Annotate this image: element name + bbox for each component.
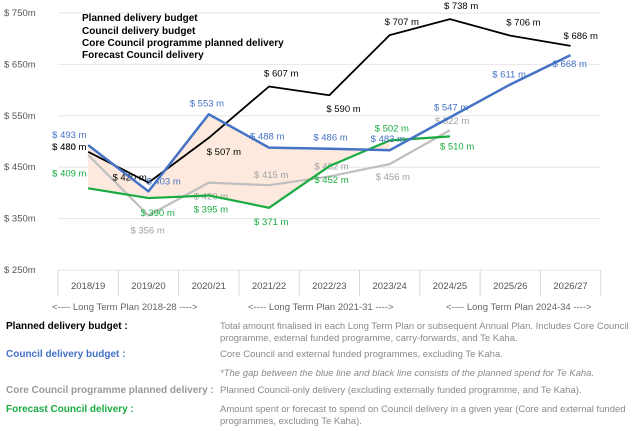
data-label-forecast: $ 395 m (194, 204, 228, 215)
data-label-council: $ 403 m (146, 176, 180, 187)
data-label-forecast: $ 452 m (314, 175, 348, 186)
x-tick-label: 2025/26 (493, 281, 527, 292)
data-label-forecast: $ 371 m (254, 217, 288, 228)
data-label-forecast: $ 510 m (440, 141, 474, 152)
legend-core: Core Council programme planned delivery (82, 38, 284, 49)
definition-desc: Core Council and external funded program… (220, 349, 503, 360)
data-label-forecast: $ 502 m (375, 123, 409, 134)
series-core: $ 474 m $ 356 m $ 420 m $ 415 m $ 432 m $ 456… (52, 116, 469, 236)
line-forecast (87, 135, 451, 209)
data-label-core: $ 432 m (314, 161, 348, 172)
data-label-council: $ 483 m (371, 134, 405, 145)
data-label-core: $ 474 m (52, 142, 86, 153)
data-label-core: $ 356 m (130, 226, 164, 237)
x-tick-label: 2026/27 (553, 281, 587, 292)
data-label-planned: $ 507 m (207, 147, 241, 158)
series-layer: $ 474 m $ 356 m $ 420 m $ 415 m $ 432 m $ 456… (52, 1, 598, 236)
line-chart: $ 250m $ 350m $ 450m $ 550m $ 650m $ 750m 201… (4, 1, 602, 296)
y-tick-label: $ 750m (4, 8, 36, 19)
x-tick-label: 2023/24 (372, 281, 406, 292)
data-label-core: $ 415 m (254, 170, 288, 181)
plan-label-2021-31: <---- Long Term Plan 2021-31 ----> (248, 302, 394, 313)
definition-term: Forecast Council delivery : (6, 404, 134, 415)
x-tick-label: 2021/22 (252, 281, 286, 292)
data-label-planned: $ 686 m (564, 31, 598, 42)
plan-label-2024-34: <---- Long Term Plan 2024-34 ----> (446, 302, 592, 313)
definition-term: Planned delivery budget : (6, 321, 128, 332)
definition-term: Core Council programme planned delivery … (6, 385, 214, 396)
y-tick-label: $ 350m (4, 214, 36, 225)
data-label-planned: $ 607 m (264, 69, 298, 80)
legend-forecast: Forecast Council delivery (82, 50, 204, 61)
y-tick-label: $ 650m (4, 59, 36, 70)
te-kaha-gap-area (88, 114, 390, 208)
data-label-core: $ 522 m (435, 116, 469, 127)
gap-note: *The gap between the blue line and black… (220, 368, 595, 379)
data-label-council: $ 611 m (492, 69, 526, 80)
x-tick-label: 2022/23 (312, 281, 346, 292)
data-label-council: $ 486 m (313, 133, 347, 144)
plan-label-2018-28: <---- Long Term Plan 2018-28 ----> (52, 302, 198, 313)
data-label-council: $ 493 m (52, 130, 86, 141)
data-label-core: $ 456 m (376, 172, 410, 183)
x-tick-label: 2024/25 (433, 281, 467, 292)
definition-desc: Total amount finalised in each Long Term… (220, 321, 629, 344)
line-council (87, 54, 572, 193)
data-label-council: $ 668 m (553, 59, 587, 70)
series-forecast: $ 409 m $ 390 m $ 395 m $ 371 m $ 452 m $ 502… (52, 123, 474, 227)
data-label-core: $ 420 m (194, 192, 228, 203)
x-tick-label: 2018/19 (71, 281, 105, 292)
data-label-council: $ 488 m (250, 132, 284, 143)
data-label-planned: $ 707 m (385, 17, 419, 28)
legend-planned: Planned delivery budget (82, 13, 198, 24)
legend: Planned delivery budget Council delivery… (82, 13, 284, 61)
definition-desc: Planned Council-only delivery (excluding… (220, 385, 582, 396)
y-tick-label: $ 450m (4, 162, 36, 173)
line-planned (87, 18, 571, 184)
y-axis: $ 250m $ 350m $ 450m $ 550m $ 650m $ 750m (4, 8, 36, 276)
series-council: $ 493 m $ 403 m $ 553 m $ 488 m $ 486 m $ 483… (52, 54, 587, 193)
y-tick-label: $ 550m (4, 111, 36, 122)
data-label-planned: $ 706 m (506, 18, 540, 29)
data-label-council: $ 547 m (434, 102, 468, 113)
data-label-planned: $ 480 m (52, 142, 86, 153)
x-tick-label: 2019/20 (131, 281, 165, 292)
data-label-forecast: $ 409 m (52, 168, 86, 179)
x-axis: 2018/19 2019/20 2020/21 2021/22 2022/23 2023/… (57, 270, 602, 296)
data-label-planned: $ 590 m (326, 104, 360, 115)
data-label-planned: $ 738 m (444, 1, 478, 12)
legend-council: Council delivery budget (82, 26, 196, 37)
data-label-forecast: $ 390 m (140, 208, 174, 219)
data-label-council: $ 553 m (190, 98, 224, 109)
x-tick-label: 2020/21 (192, 281, 226, 292)
definition-term: Council delivery budget : (6, 349, 126, 360)
line-core (87, 129, 451, 217)
y-tick-label: $ 250m (4, 265, 36, 276)
definition-desc: Amount spent or forecast to spend on Cou… (220, 404, 626, 427)
